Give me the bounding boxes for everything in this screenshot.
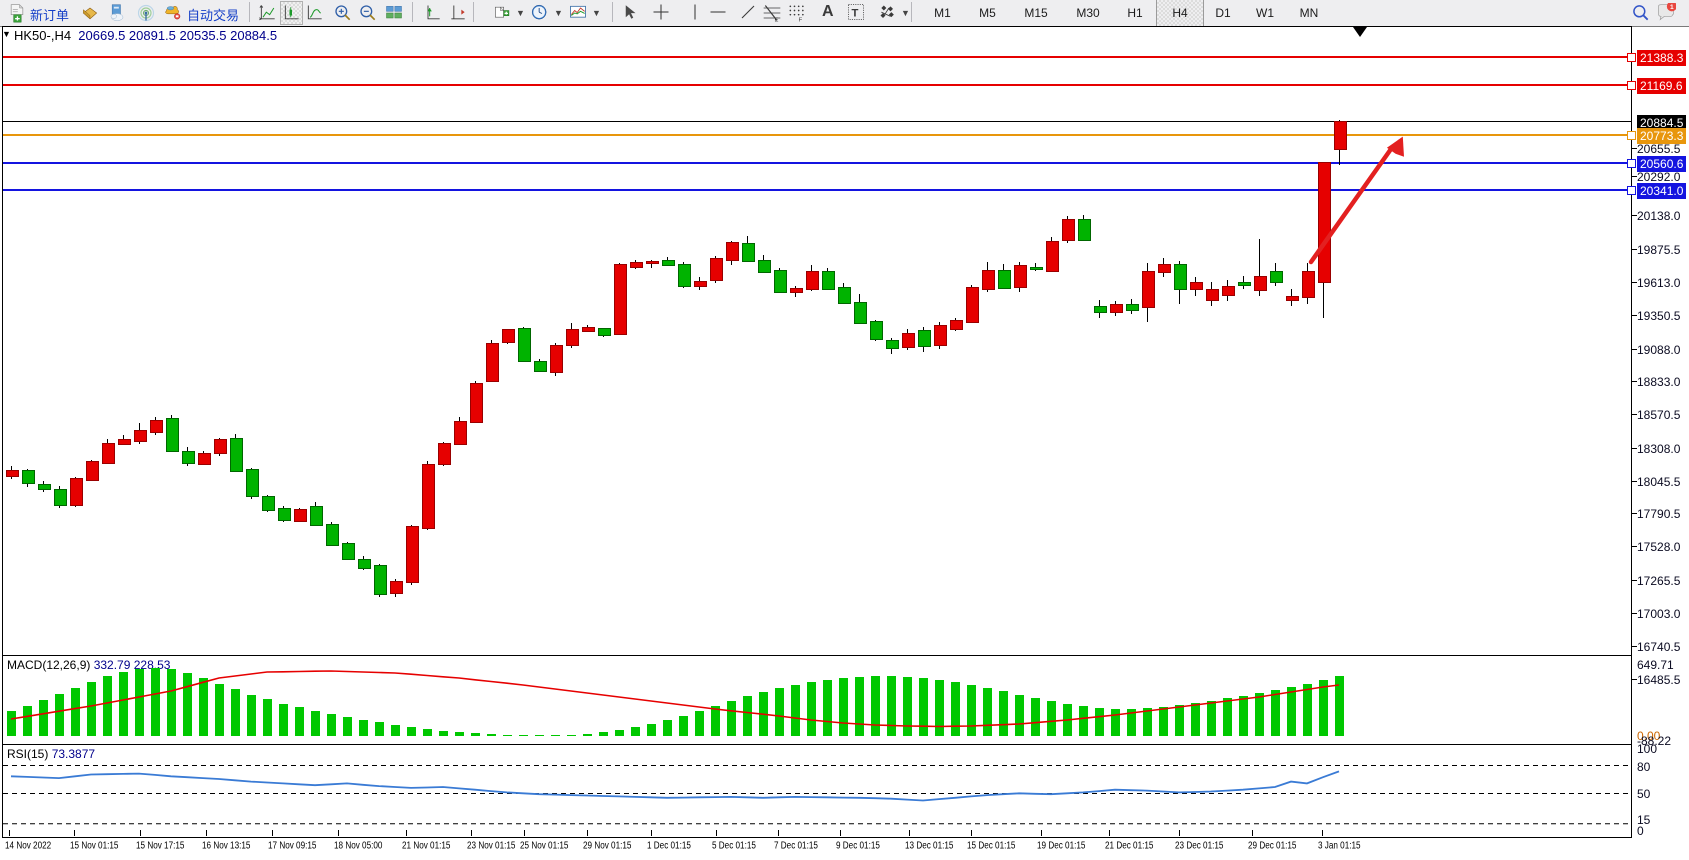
svg-text:E: E <box>775 17 779 23</box>
svg-text:T: T <box>852 8 859 20</box>
svg-text:F: F <box>799 17 803 23</box>
svg-text:1: 1 <box>1670 4 1674 11</box>
